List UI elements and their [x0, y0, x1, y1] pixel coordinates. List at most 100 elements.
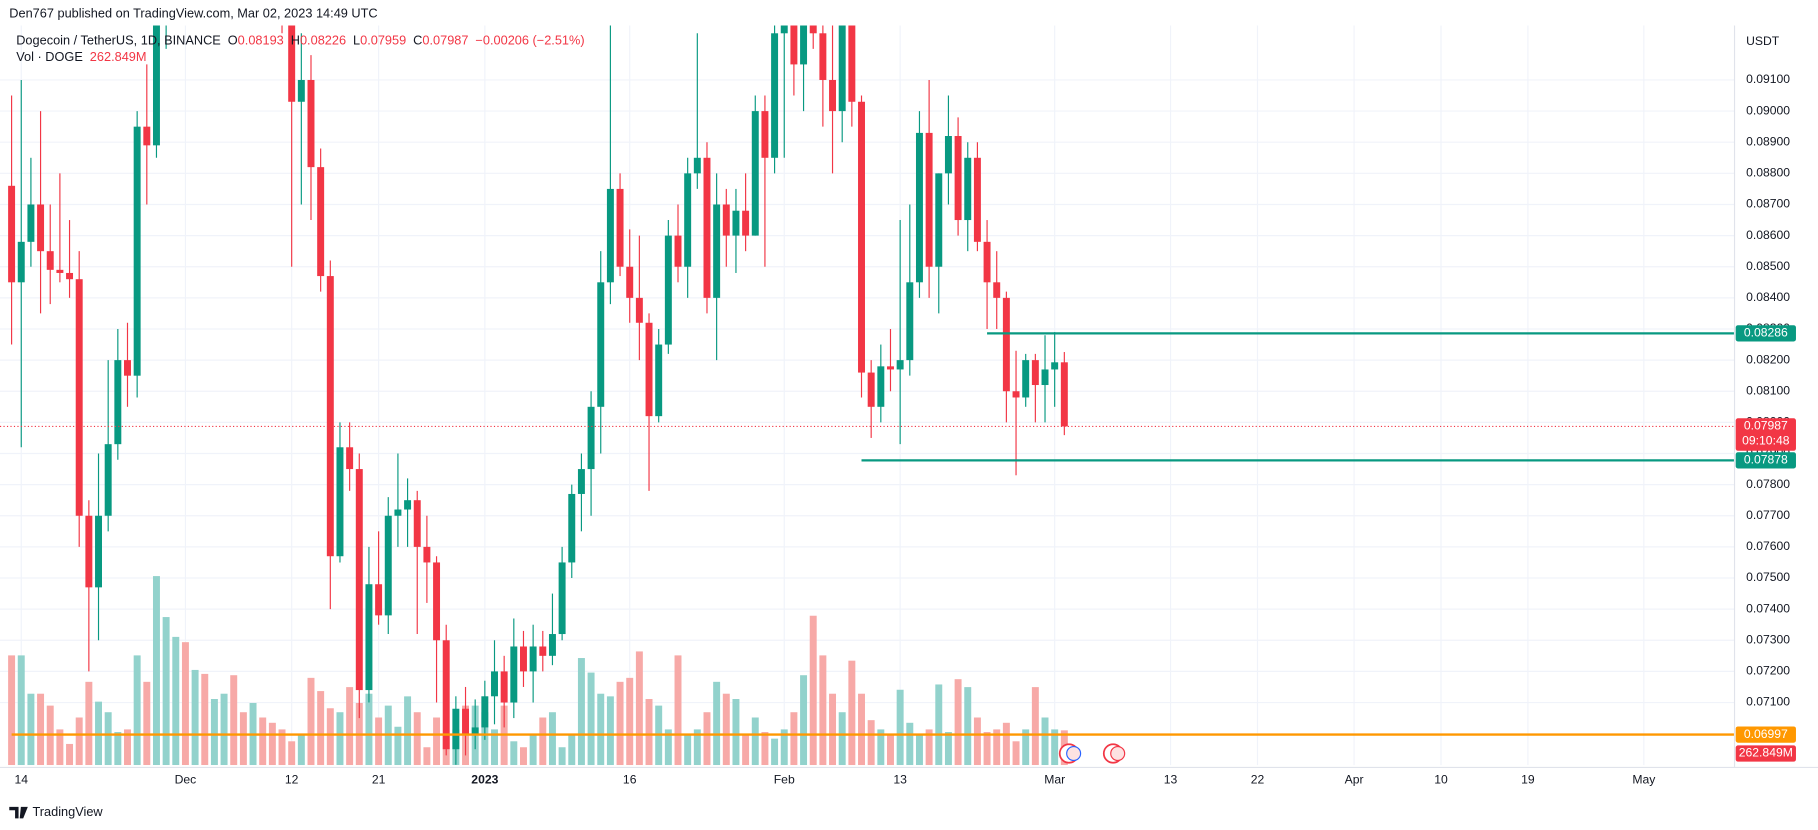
- x-tick-label: 12: [285, 772, 299, 786]
- volume-bar: [771, 738, 779, 766]
- volume-bar: [288, 741, 296, 766]
- y-tick-label: 0.08900: [1746, 134, 1790, 148]
- y-tick-label: 0.07300: [1746, 632, 1790, 646]
- candle-body: [800, 25, 808, 65]
- candle-body: [95, 515, 102, 588]
- legend-title: Dogecoin / TetherUS, 1D, BINANCE O0.08193…: [16, 33, 584, 48]
- candle-body: [462, 708, 470, 734]
- volume-bar: [510, 741, 518, 766]
- ohlc-key: C: [413, 33, 422, 48]
- event-icon: [1066, 745, 1082, 762]
- x-tick-label: 16: [623, 772, 637, 786]
- volume-bar: [742, 735, 750, 766]
- candle-body: [713, 204, 721, 298]
- candle-body: [1041, 369, 1049, 386]
- volume-bar: [423, 747, 431, 766]
- x-tick-label: 19: [1521, 772, 1535, 786]
- volume-bar: [346, 687, 354, 766]
- volume-bar: [1012, 741, 1020, 766]
- event-icon: [1110, 745, 1126, 762]
- volume-bar: [143, 681, 151, 766]
- candle-body: [887, 366, 894, 370]
- volume-bar: [85, 681, 93, 766]
- volume-layer: [8, 576, 1068, 766]
- volume-bar: [56, 729, 64, 766]
- volume-bar: [66, 743, 74, 766]
- volume-bar: [75, 717, 83, 766]
- volume-bar: [838, 712, 846, 766]
- candle-body: [674, 235, 682, 267]
- y-tick-label: 0.07100: [1746, 695, 1790, 709]
- volume-bar: [616, 681, 624, 766]
- volume-bar: [491, 729, 498, 766]
- symbol: Dogecoin / TetherUS, 1D, BINANCE: [16, 33, 221, 48]
- y-tick-label: 0.09000: [1746, 103, 1790, 117]
- candle-body: [722, 204, 730, 236]
- x-tick-label: 13: [1164, 772, 1178, 786]
- candle-body: [964, 157, 972, 221]
- volume-legend: Vol · DOGE 262.849M: [16, 49, 146, 64]
- candle-body: [46, 251, 54, 270]
- candle-body: [1060, 362, 1068, 427]
- candle-body: [365, 584, 373, 691]
- candle-body: [906, 282, 914, 361]
- y-tick-label: 0.08400: [1746, 290, 1790, 304]
- candle-body: [66, 272, 74, 280]
- candle-body: [954, 136, 962, 221]
- candle-body: [993, 282, 1001, 298]
- volume-bar: [761, 732, 769, 766]
- candle-body: [75, 279, 83, 516]
- volume-bar: [17, 655, 25, 766]
- candle-body: [693, 157, 701, 174]
- y-tick-label: 0.07400: [1746, 601, 1790, 615]
- level-tag: [1735, 726, 1796, 743]
- y-tick-label: 0.07600: [1746, 539, 1790, 553]
- level-label: 0.07878: [1744, 453, 1788, 467]
- candle-body: [597, 282, 605, 407]
- volume-bar: [925, 729, 933, 766]
- candle-body: [56, 269, 64, 273]
- candle-body: [548, 634, 556, 656]
- volume-bar: [1051, 729, 1059, 766]
- candle-body: [85, 515, 93, 588]
- y-tick-label: 0.08800: [1746, 166, 1790, 180]
- candle-body: [491, 671, 498, 697]
- ohlc-key: L: [353, 33, 360, 48]
- volume-bar: [365, 693, 373, 766]
- volume-bar: [626, 677, 634, 766]
- volume-bar: [210, 699, 218, 766]
- volume-bar: [606, 696, 614, 766]
- volume-bar: [317, 691, 325, 766]
- candle-body: [452, 708, 460, 750]
- volume-bar: [887, 735, 894, 766]
- candle-body: [771, 33, 779, 158]
- level-label: 0.08286: [1744, 326, 1788, 340]
- volume-bar: [297, 735, 305, 766]
- volume-bar: [722, 693, 730, 766]
- candle-body: [577, 469, 585, 494]
- volume-bar: [114, 732, 122, 766]
- volume-bar: [201, 673, 209, 766]
- volume-bar: [37, 693, 45, 766]
- y-tick-label: 0.08700: [1746, 197, 1790, 211]
- volume-bar: [635, 651, 643, 766]
- candle-body: [568, 493, 576, 563]
- level-tag: [1735, 325, 1796, 342]
- volume-bar: [404, 696, 412, 766]
- volume-bar: [684, 735, 692, 766]
- volume-bar: [413, 712, 421, 766]
- volume-bar: [896, 689, 904, 766]
- volume-bar: [944, 732, 952, 766]
- candle-body: [143, 126, 151, 146]
- y-tick-label: 0.07500: [1746, 570, 1790, 584]
- volume-bar: [307, 677, 315, 766]
- volume-bar: [751, 717, 759, 766]
- candle-body: [780, 25, 788, 34]
- candle-body: [375, 584, 383, 616]
- volume-value: 262.849M: [90, 49, 147, 64]
- candle-body: [326, 276, 334, 557]
- candle-body: [819, 33, 827, 80]
- volume-bar: [819, 655, 827, 766]
- candle-body: [635, 297, 643, 323]
- candle-body: [423, 546, 431, 563]
